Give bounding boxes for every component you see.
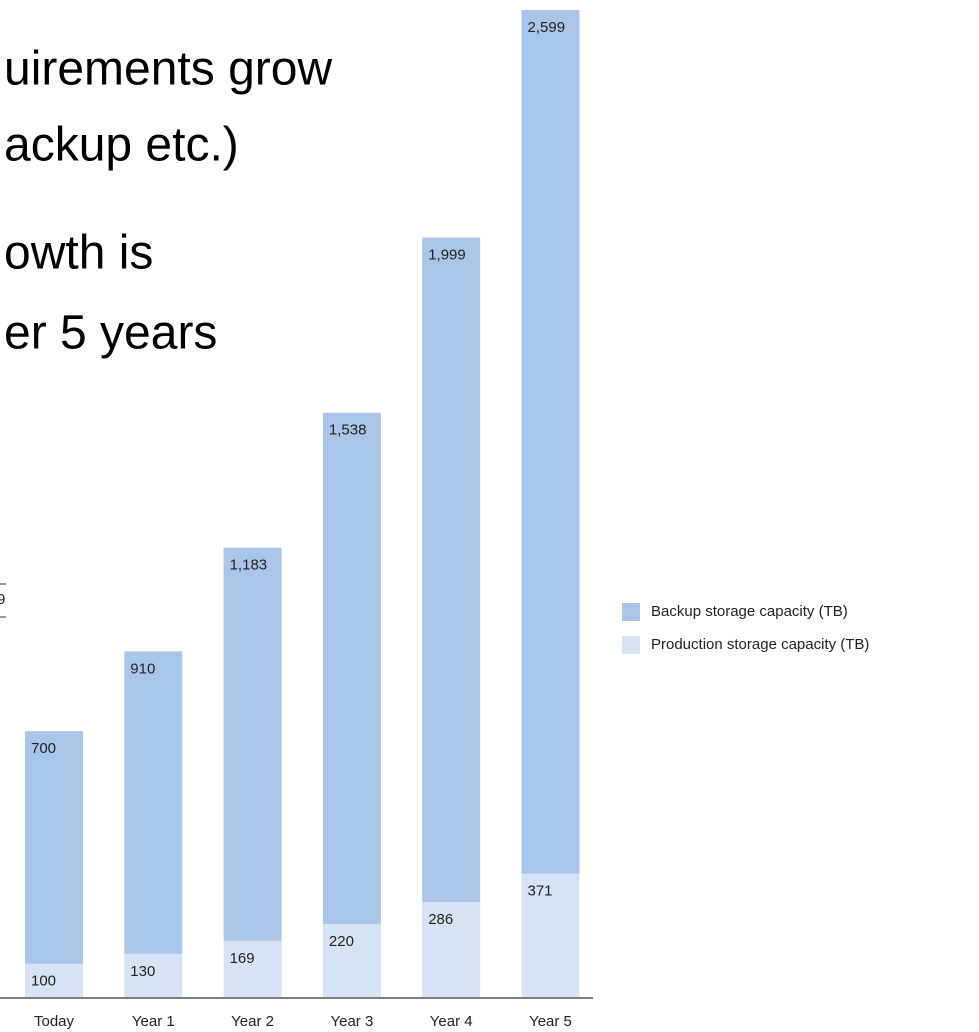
bar-segment [25,963,83,997]
slide-text: ackup etc.) [4,119,239,172]
value-label: 169 [230,950,255,967]
bar-segment [223,547,282,941]
bar-segment [124,651,183,954]
x-tick-label: Today [34,1013,75,1030]
slide-text: uirements grow [4,43,332,96]
x-tick-label: Year 4 [430,1013,473,1030]
bar-segment [521,10,580,874]
legend-swatch [622,603,640,621]
x-tick-label: Year 3 [330,1013,373,1030]
bar-segment [223,940,282,997]
bar-segment [124,953,183,997]
value-label: 100 [31,973,56,990]
value-label: 1,183 [230,557,268,574]
x-tick-label: Year 1 [132,1013,175,1030]
bar-segment [521,873,580,997]
value-label: 700 [31,740,56,757]
legend-swatch [622,636,640,654]
bar-segment [322,412,381,924]
value-label: 286 [428,911,453,928]
value-label: 130 [130,963,155,980]
bar-segment [422,901,481,997]
value-label: 1,538 [329,422,367,439]
x-tick-label: Year 5 [529,1013,572,1030]
value-label: 371 [528,883,553,900]
slide-text: er 5 years [4,307,217,360]
value-label: 2,599 [528,19,566,36]
legend-label: Production storage capacity (TB) [651,636,869,653]
value-label: 910 [130,660,155,677]
bar-segment [422,237,481,902]
legend-label: Backup storage capacity (TB) [651,603,848,620]
fragment-text: 9 [0,591,5,608]
value-label: 1,999 [428,247,466,264]
slide-text: owth is [4,227,153,280]
value-label: 220 [329,933,354,950]
bar-segment [25,731,83,964]
bar-segment [322,923,381,997]
x-tick-label: Year 2 [231,1013,274,1030]
